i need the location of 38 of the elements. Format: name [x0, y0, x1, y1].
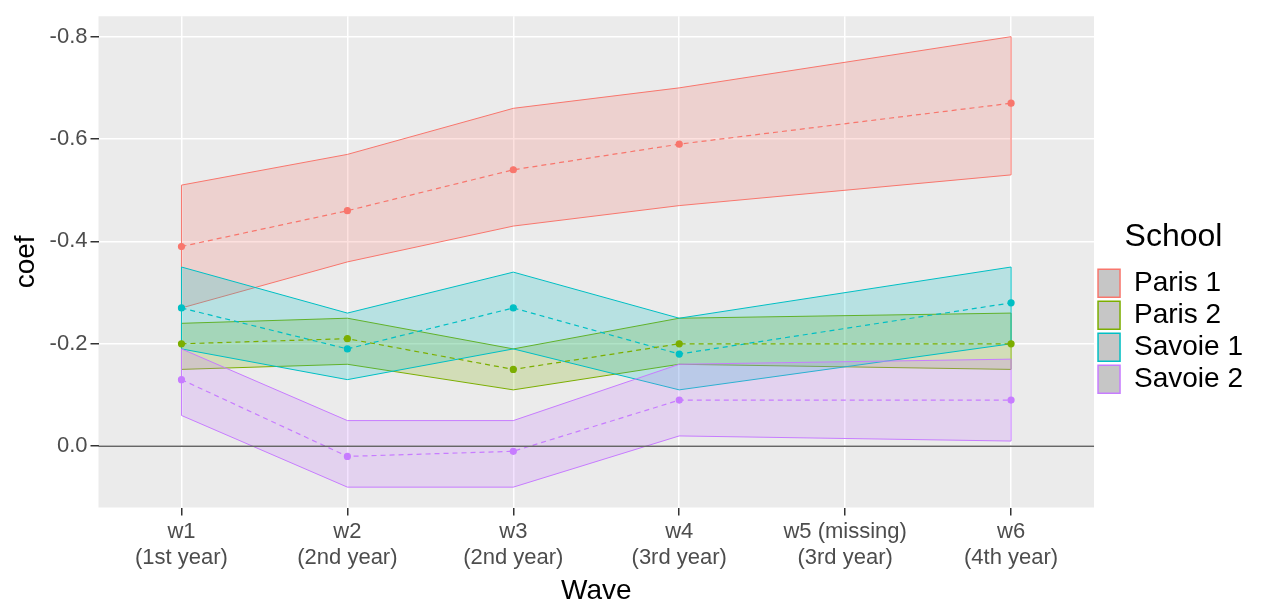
point	[343, 335, 351, 343]
y-axis-title: coef	[8, 235, 40, 289]
point	[509, 365, 517, 373]
point	[177, 376, 186, 384]
point	[1007, 299, 1015, 307]
point	[1007, 99, 1015, 107]
point	[509, 166, 517, 174]
point	[177, 340, 186, 348]
y-tick-label: -0.4	[49, 227, 88, 253]
x-axis-title: Wave	[561, 573, 632, 605]
y-tick-label: 0.0	[56, 432, 88, 458]
y-tick-label: -0.6	[49, 125, 88, 151]
x-tick-label: w4 (3rd year)	[631, 517, 727, 570]
point	[1007, 340, 1015, 348]
x-tick-label: w5 (missing) (3rd year)	[782, 517, 907, 570]
point	[343, 207, 351, 215]
point	[675, 140, 683, 148]
point	[675, 396, 683, 404]
point	[177, 242, 186, 251]
y-tick-label: -0.8	[49, 22, 88, 48]
x-tick-label: w1 (1st year)	[135, 517, 228, 570]
point	[675, 350, 683, 358]
legend-label: Paris 2	[1134, 297, 1222, 329]
point	[509, 304, 517, 312]
x-tick-label: w6 (4th year)	[964, 517, 1059, 570]
legend-label: Savoie 1	[1134, 329, 1243, 361]
legend-label: Paris 1	[1134, 265, 1222, 297]
point	[509, 447, 517, 455]
legend-label: Savoie 2	[1134, 361, 1243, 393]
x-tick-label: w2 (2nd year)	[297, 517, 398, 570]
y-tick-label: -0.2	[49, 329, 88, 355]
x-tick-label: w3 (2nd year)	[463, 517, 564, 570]
point	[1007, 396, 1015, 404]
point	[675, 340, 683, 348]
point	[343, 345, 351, 353]
legend-title: School	[1124, 216, 1223, 253]
point	[343, 452, 351, 461]
point	[177, 304, 186, 312]
